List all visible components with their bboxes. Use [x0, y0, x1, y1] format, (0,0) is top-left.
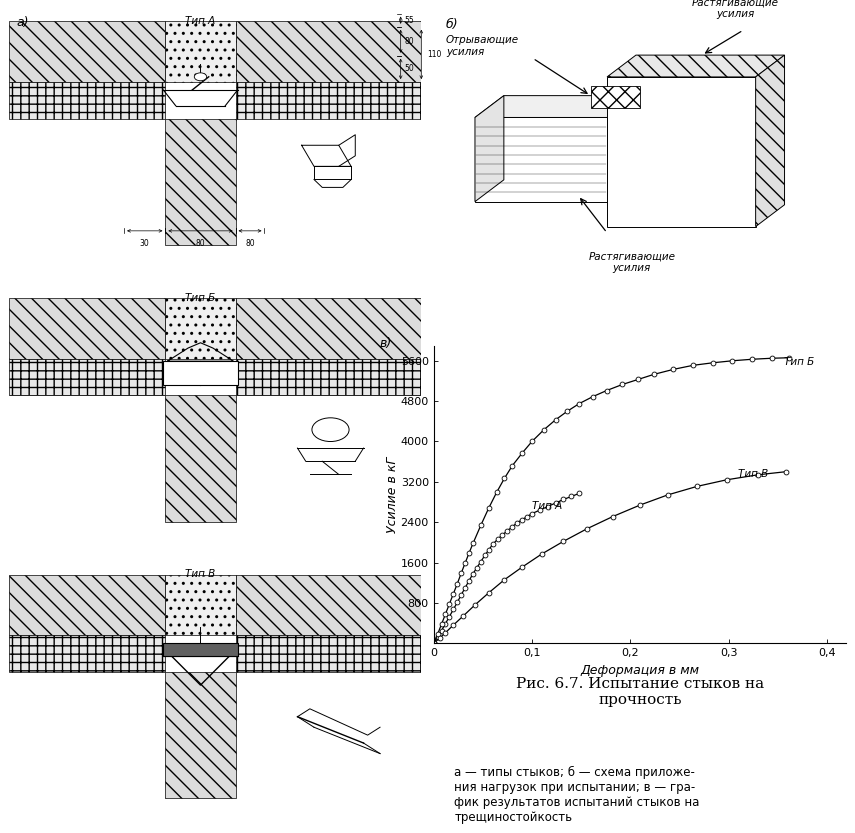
Y-axis label: Усилие в кГ: Усилие в кГ: [386, 456, 399, 532]
Polygon shape: [475, 96, 504, 202]
Bar: [165, 22, 236, 82]
Text: Отрывающие
усилия: Отрывающие усилия: [446, 35, 519, 57]
Polygon shape: [607, 77, 756, 227]
Bar: [9, 298, 165, 358]
Polygon shape: [607, 55, 785, 77]
Bar: [236, 635, 422, 672]
Bar: [9, 575, 165, 635]
Bar: [236, 358, 422, 396]
Text: 80: 80: [245, 239, 255, 247]
Text: Тип Б: Тип Б: [186, 292, 215, 302]
Bar: [236, 22, 422, 82]
Text: Тип А: Тип А: [186, 16, 215, 26]
Text: 30: 30: [140, 239, 150, 247]
Bar: [163, 643, 238, 656]
Bar: [9, 22, 165, 82]
Text: 55: 55: [404, 16, 415, 25]
Bar: [236, 575, 422, 635]
Polygon shape: [475, 96, 636, 117]
Polygon shape: [475, 117, 607, 202]
Bar: [591, 87, 640, 108]
Text: а — типы стыков; б — схема приложе-
ния нагрузок при испытании; в — гра-
фик рез: а — типы стыков; б — схема приложе- ния …: [454, 766, 699, 824]
Text: 80: 80: [196, 239, 205, 247]
Text: 80: 80: [404, 37, 415, 46]
Text: Тип В: Тип В: [186, 569, 215, 579]
Bar: [9, 82, 165, 119]
Text: Растягивающие
усилия: Растягивающие усилия: [588, 252, 675, 273]
Bar: [236, 82, 422, 119]
Text: Тип Б: Тип Б: [783, 357, 814, 367]
Bar: [9, 358, 165, 396]
Text: 110: 110: [428, 50, 442, 59]
Text: Рис. 6.7. Испытание стыков на
прочность: Рис. 6.7. Испытание стыков на прочность: [516, 676, 764, 706]
Bar: [236, 298, 422, 358]
Bar: [165, 298, 236, 358]
Text: 50: 50: [404, 64, 415, 73]
Text: б): б): [446, 17, 458, 31]
X-axis label: Деформация в мм: Деформация в мм: [581, 664, 699, 676]
Text: Тип А: Тип А: [532, 501, 563, 511]
Bar: [163, 362, 238, 385]
Bar: [9, 635, 165, 672]
Bar: [165, 575, 236, 635]
Bar: [165, 119, 236, 246]
Text: Растягивающие
усилия: Растягивающие усилия: [692, 0, 779, 19]
Bar: [165, 396, 236, 521]
Polygon shape: [756, 55, 785, 227]
Bar: [165, 672, 236, 798]
Text: а): а): [17, 16, 29, 29]
Text: в): в): [380, 337, 392, 350]
Text: Тип В: Тип В: [739, 469, 769, 479]
Circle shape: [194, 72, 207, 81]
